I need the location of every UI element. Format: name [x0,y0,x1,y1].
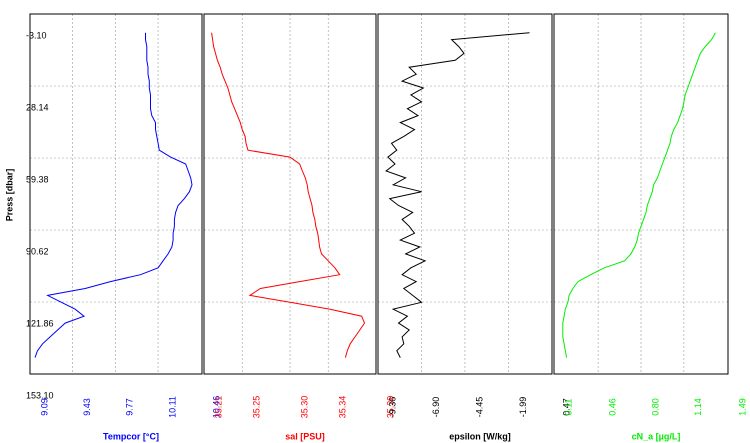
x-tick-label: -1.99 [518,397,528,418]
profile-line [562,32,716,358]
x-tick-label: 9.43 [82,398,92,416]
x-tick-label: 35.30 [299,396,309,419]
x-tick-label: 9.77 [125,398,135,416]
y-tick-label: 28.14 [26,102,49,112]
panel-frame [377,13,553,375]
x-tick-label: 35.25 [252,396,262,419]
x-tick-label: 0.47 [561,398,571,416]
x-tick-label: 35.39 [385,396,395,419]
x-tick-label: -9.36 [387,397,397,418]
y-tick-label: 153.10 [26,390,54,400]
y-tick-label: 59.38 [26,174,49,184]
x-tick-label: 35.21 [213,396,223,419]
x-axis-label: sal [PSU] [285,431,325,441]
x-tick-label: 35.34 [338,396,348,419]
x-axis-label: epsilon [W/kg] [449,431,511,441]
y-axis-label: Press [dbar] [4,169,14,222]
y-tick-label: -3.10 [26,30,47,40]
y-tick-label: 90.62 [26,246,49,256]
x-tick-label: -6.90 [431,397,441,418]
x-tick-label: -4.45 [474,397,484,418]
y-tick-label: 121.86 [26,318,54,328]
profile-line [34,32,193,358]
profile-line [211,32,366,358]
x-tick-label: 0.80 [650,398,660,416]
panel-frame [553,13,729,375]
x-tick-label: 10.11 [167,396,177,418]
x-tick-label: 10.46 [211,396,221,419]
x-tick-label: 1.14 [693,398,703,416]
profile-line [385,32,530,358]
x-axis-label: Tempcor [°C] [103,431,159,441]
panel-frame [203,13,377,375]
x-tick-label: 0.46 [608,398,618,416]
x-tick-label: 9.09 [39,398,49,416]
x-tick-label: 0.11 [563,399,573,416]
panel-frame [29,13,203,375]
x-tick-label: 1.49 [737,398,747,416]
x-axis-label: cN_a [µg/L] [632,431,681,441]
